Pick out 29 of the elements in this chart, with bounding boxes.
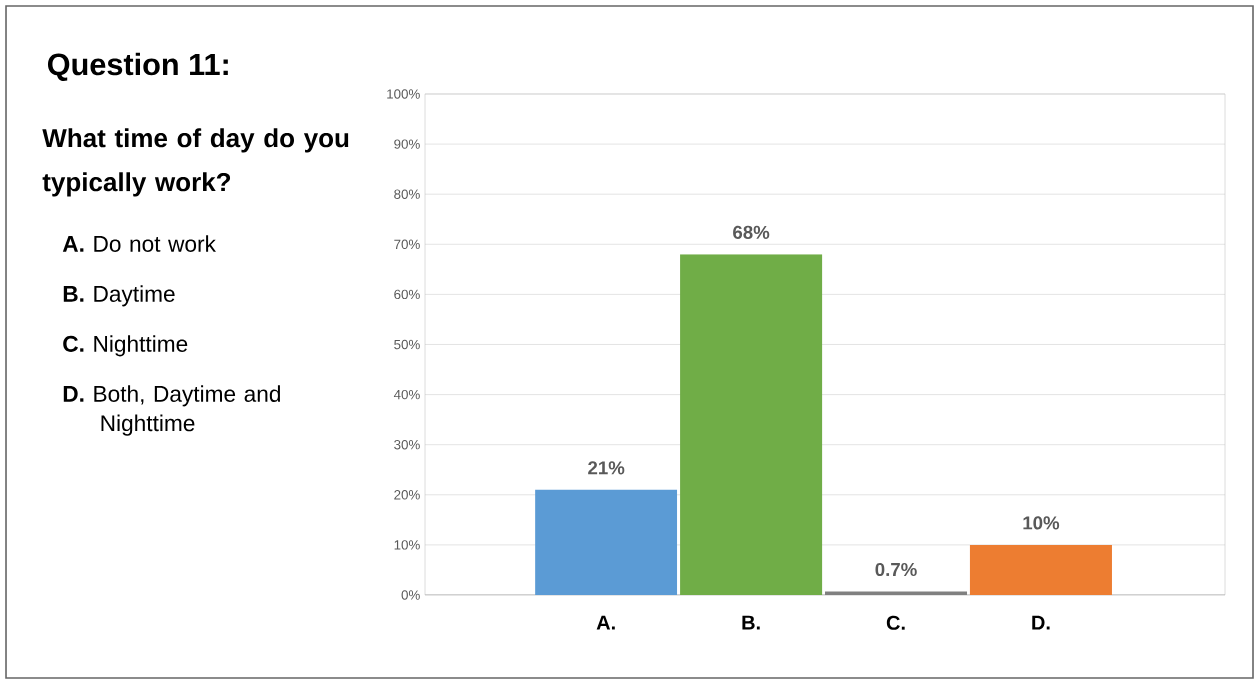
data-label: 21% <box>588 461 625 475</box>
text: A. Do not work <box>62 235 216 252</box>
y-tick-label: 20% <box>394 490 420 500</box>
text: D. Both, Daytime and Nighttime <box>63 385 280 436</box>
x-tick-label: D. <box>1032 615 1050 630</box>
text: Question 11: <box>47 52 228 82</box>
x-tick-label: C. <box>886 615 905 630</box>
x-tick-label: B. <box>742 615 760 630</box>
y-tick-label: 100% <box>387 89 420 99</box>
y-tick-label: 60% <box>394 289 420 300</box>
bar <box>969 544 1112 595</box>
bar <box>825 591 968 595</box>
data-label: 68% <box>733 225 770 239</box>
data-label: 0.7% <box>875 562 917 577</box>
data-label: 10% <box>1023 516 1060 530</box>
bar <box>680 254 823 595</box>
text: What time of day do you typically work? <box>42 128 349 197</box>
y-tick-label: 70% <box>394 239 420 250</box>
y-tick-label: 30% <box>394 439 420 450</box>
y-tick-label: 50% <box>394 339 420 350</box>
y-tick-label: 40% <box>393 389 420 400</box>
y-tick-label: 0% <box>401 590 420 600</box>
y-tick-label: 90% <box>394 139 420 149</box>
text: C. Nighttime <box>63 335 188 357</box>
text: B. Daytime <box>63 285 175 307</box>
bar <box>535 489 678 595</box>
y-tick-label: 10% <box>394 540 420 550</box>
x-tick-label: A. <box>596 615 615 630</box>
y-tick-label: 80% <box>394 189 420 199</box>
